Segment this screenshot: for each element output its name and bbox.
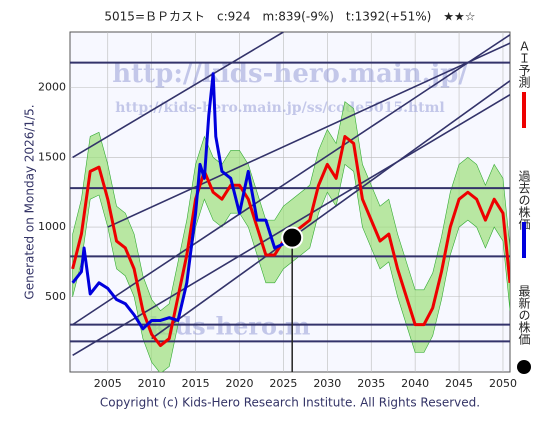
current-point — [281, 226, 304, 249]
y-tick-label: 2000 — [38, 81, 66, 94]
side-label: Generated on Monday 2026/1/5. — [23, 104, 37, 299]
watermark: http://kids-hero.main.jp/ss/code5015.htm… — [115, 100, 445, 116]
plot: http://kids-hero.main.jp/http://kids-her… — [70, 32, 510, 372]
x-tick-label: 2050 — [489, 377, 517, 390]
watermark: http://kids-hero.main.jp/ — [112, 59, 468, 89]
x-tick-label: 2010 — [138, 377, 166, 390]
trend-line — [151, 80, 510, 340]
x-tick-label: 2030 — [313, 377, 341, 390]
y-tick-label: 1000 — [38, 220, 66, 233]
x-tick-label: 2025 — [269, 377, 297, 390]
trend-line — [72, 32, 284, 159]
legend-label: 最新の株価 — [517, 285, 531, 345]
chart-title: 5015=ＢＰカスト c:924 m:839(-9%) t:1392(+51%)… — [104, 10, 475, 24]
x-tick-label: 2040 — [401, 377, 429, 390]
x-tick-label: 2035 — [357, 377, 385, 390]
trend-line — [107, 42, 510, 228]
legend-swatch — [517, 360, 531, 374]
y-tick-label: 1500 — [38, 150, 66, 163]
trend-line — [72, 94, 510, 356]
legend-label: ＡＩ予測 — [517, 40, 531, 89]
x-tick-label: 2005 — [94, 377, 122, 390]
x-tick-label: 2045 — [445, 377, 473, 390]
trend-line — [72, 34, 510, 326]
x-tick-label: 2020 — [226, 377, 254, 390]
x-tick-label: 2015 — [182, 377, 210, 390]
y-tick-label: 500 — [45, 290, 66, 303]
footer: Copyright (c) Kids-Hero Research Institu… — [100, 396, 480, 410]
legend-label: 過去の株価 — [517, 170, 531, 230]
series-line — [71, 72, 294, 331]
